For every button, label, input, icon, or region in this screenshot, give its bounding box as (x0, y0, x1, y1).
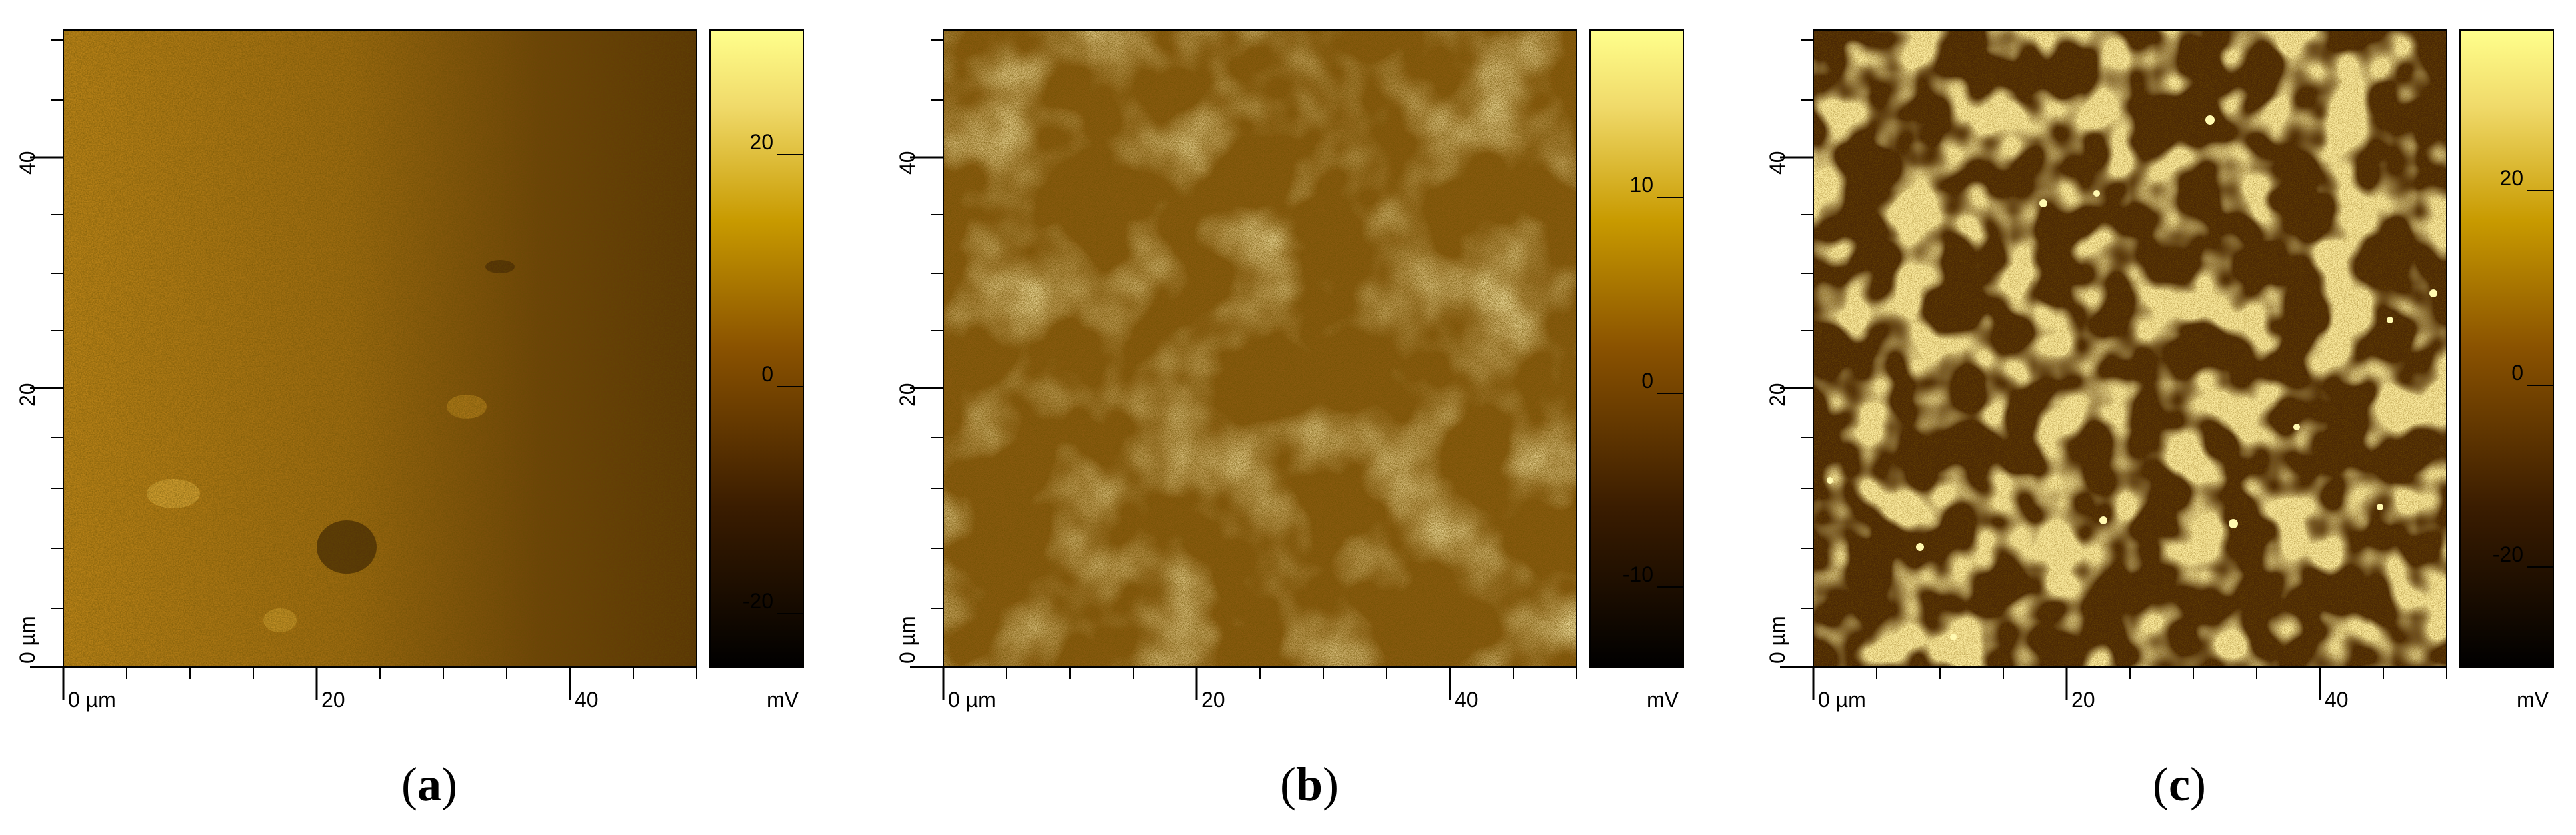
y-axis: 0 µm 20 40 (895, 30, 944, 668)
y-axis: 0 µm 20 40 (1765, 30, 1814, 668)
colorbar-tick-label: 20 (2499, 166, 2523, 190)
afm-map (943, 30, 1577, 667)
panel-caption: (c) (2153, 758, 2206, 811)
y-tick-label: 0 µm (1765, 616, 1789, 664)
colorbar-tick-label: 10 (1629, 173, 1653, 197)
colorbar: 20 0 -20 mV (2459, 29, 2554, 712)
y-tick-label: 0 µm (895, 616, 919, 664)
x-axis: 0 µm 20 40 (942, 666, 1577, 712)
colorbar-unit: mV (2517, 688, 2549, 712)
colorbar-unit: mV (767, 688, 799, 712)
caption-letter: b (1295, 758, 1323, 811)
colorbar-tick: 0 (761, 362, 803, 387)
panel-caption: (a) (401, 758, 457, 811)
colorbar-tick: 20 (2499, 166, 2553, 191)
colorbar-tick-label: 20 (749, 130, 773, 154)
afm-map (63, 30, 697, 667)
x-tick-label: 0 µm (68, 688, 116, 712)
colorbar-tick-label: -20 (743, 589, 773, 613)
colorbar-tick-label: -20 (2493, 542, 2523, 566)
panel-caption: (b) (1279, 758, 1339, 811)
colorbar-tick-label: -10 (1623, 562, 1653, 586)
panel-a-svg: 0 µm 20 40 0 µm 20 40 (15, 29, 804, 712)
x-tick-label: 20 (1201, 688, 1225, 712)
colorbar-unit: mV (1647, 688, 1679, 712)
x-tick-label: 40 (575, 688, 599, 712)
colorbar-tick: 20 (749, 130, 803, 155)
y-tick-label: 40 (1765, 151, 1789, 175)
caption-letter: a (417, 758, 441, 811)
y-tick-label: 0 µm (15, 616, 39, 664)
colorbar: 10 0 -10 mV (1589, 29, 1684, 712)
colorbar-tick-label: 0 (2511, 361, 2523, 385)
panel-a: 0 µm 20 40 0 µm 20 40 (0, 0, 859, 835)
y-tick-label: 20 (1765, 383, 1789, 407)
x-tick-label: 20 (321, 688, 345, 712)
x-axis: 0 µm 20 40 (1812, 666, 2447, 712)
colorbar-tick: 0 (1641, 369, 1683, 394)
x-tick-label: 40 (1455, 688, 1479, 712)
colorbar-tick: -20 (743, 589, 803, 614)
x-tick-label: 20 (2071, 688, 2095, 712)
colorbar-tick: -20 (2493, 542, 2553, 568)
colorbar: 20 0 -20 mV (709, 29, 804, 712)
colorbar-tick-label: 0 (761, 362, 773, 386)
y-tick-label: 20 (895, 383, 919, 407)
caption-letter: c (2169, 758, 2190, 811)
y-tick-label: 20 (15, 383, 39, 407)
colorbar-tick-label: 0 (1641, 369, 1653, 393)
y-tick-label: 40 (895, 151, 919, 175)
x-tick-label: 0 µm (948, 688, 996, 712)
y-axis: 0 µm 20 40 (15, 30, 64, 668)
colorbar-tick: -10 (1623, 562, 1683, 588)
x-tick-label: 0 µm (1818, 688, 1866, 712)
panel-b-svg: 0 µm 20 40 0 µm 20 40 (895, 29, 1684, 712)
colorbar-tick: 10 (1629, 173, 1683, 198)
x-axis: 0 µm 20 40 (62, 666, 697, 712)
afm-map (1813, 30, 2447, 667)
y-tick-label: 40 (15, 151, 39, 175)
panel-c: 0 µm 20 40 0 µm 20 40 (1750, 0, 2576, 835)
panel-b: 0 µm 20 40 0 µm 20 40 (880, 0, 1739, 835)
x-tick-label: 40 (2325, 688, 2349, 712)
panel-c-svg: 0 µm 20 40 0 µm 20 40 (1765, 29, 2554, 712)
colorbar-tick: 0 (2511, 361, 2553, 386)
